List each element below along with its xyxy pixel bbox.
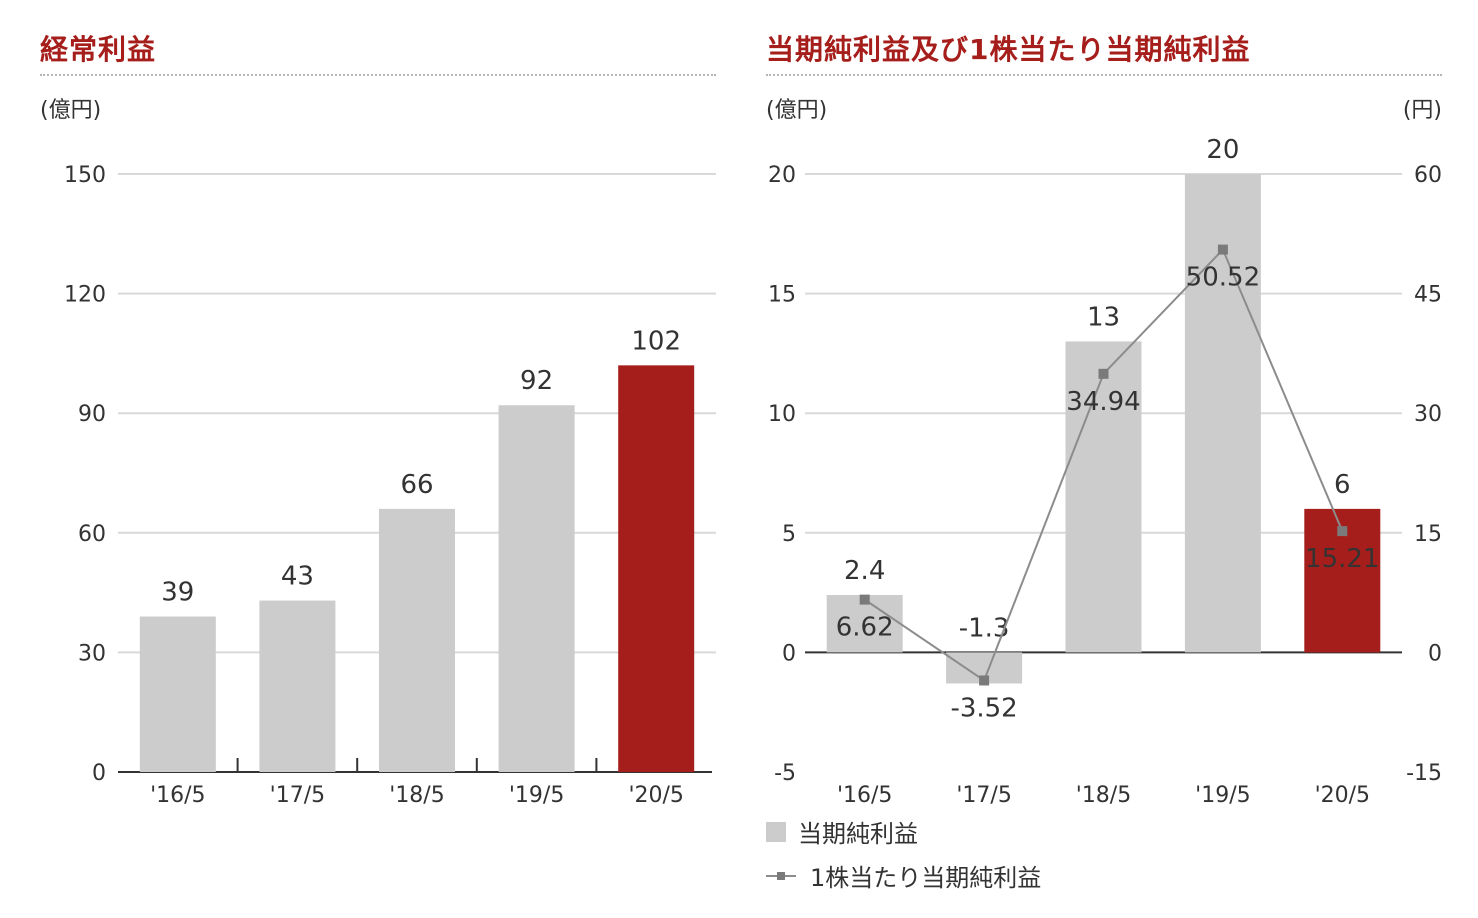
bar xyxy=(618,365,695,772)
y-right-tick-label: 30 xyxy=(1414,402,1442,427)
title-divider xyxy=(766,74,1442,76)
chart-title: 当期純利益及び1株当たり当期純利益 xyxy=(766,33,1251,66)
bar xyxy=(139,616,216,772)
legend-item-eps: 1株当たり当期純利益 xyxy=(766,858,1041,893)
eps-data-label: 15.21 xyxy=(1305,544,1379,574)
eps-marker xyxy=(1337,526,1348,537)
legend-line-marker-icon xyxy=(766,866,796,886)
y-right-tick-label: 60 xyxy=(1414,163,1442,188)
y-axis-unit-label: (億円) xyxy=(40,98,102,123)
y-left-tick-label: -5 xyxy=(774,761,796,786)
y-left-tick-label: 10 xyxy=(768,402,796,427)
bar xyxy=(1065,341,1142,653)
x-tick-label: '18/5 xyxy=(1076,783,1131,808)
x-tick-label: '16/5 xyxy=(150,783,205,808)
legend-bar-swatch xyxy=(766,821,786,842)
bar-data-label: 13 xyxy=(1087,302,1120,332)
eps-data-label: -3.52 xyxy=(950,693,1017,723)
eps-data-label: 34.94 xyxy=(1066,387,1140,417)
x-tick-label: '19/5 xyxy=(1195,783,1250,808)
eps-marker xyxy=(1098,368,1109,379)
x-tick-label: '17/5 xyxy=(956,783,1011,808)
y-right-tick-label: -15 xyxy=(1406,761,1442,786)
x-tick-label: '18/5 xyxy=(389,783,444,808)
title-divider xyxy=(40,74,716,76)
eps-data-label: 6.62 xyxy=(836,613,894,643)
bar-data-label: -1.3 xyxy=(959,613,1010,643)
legend-label: 1株当たり当期純利益 xyxy=(810,864,1042,892)
eps-marker xyxy=(859,594,870,605)
y-left-tick-label: 15 xyxy=(768,283,796,308)
y-left-tick-label: 20 xyxy=(768,163,796,188)
eps-marker xyxy=(1217,244,1228,255)
data-label: 43 xyxy=(281,562,314,592)
bar xyxy=(498,405,575,772)
y-tick-label: 60 xyxy=(78,522,106,547)
bar-data-label: 2.4 xyxy=(844,556,885,586)
y-tick-label: 0 xyxy=(92,761,106,786)
y-right-tick-label: 15 xyxy=(1414,522,1442,547)
legend-item-net-income: 当期純利益 xyxy=(766,814,918,849)
bar xyxy=(379,508,455,772)
x-tick-label: '20/5 xyxy=(628,783,683,808)
data-label: 102 xyxy=(631,326,681,356)
x-tick-label: '20/5 xyxy=(1315,783,1370,808)
y-tick-label: 90 xyxy=(78,402,106,427)
chart-panel-net-income: 当期純利益及び1株当たり当期純利益 (億円) (円) xyxy=(766,0,1442,918)
data-label: 92 xyxy=(520,366,553,396)
y-axis-right-unit-label: (円) xyxy=(1402,98,1442,123)
x-tick-label: '17/5 xyxy=(270,783,325,808)
eps-marker xyxy=(979,675,990,686)
eps-data-label: 50.52 xyxy=(1186,263,1260,293)
bar-data-label: 20 xyxy=(1206,135,1239,165)
x-tick-label: '16/5 xyxy=(837,783,892,808)
y-right-tick-label: 0 xyxy=(1428,641,1442,666)
y-tick-label: 120 xyxy=(64,283,106,308)
chart-panel-ordinary-profit: 経常利益 (億円) xyxy=(40,0,716,918)
y-right-tick-label: 45 xyxy=(1414,283,1442,308)
y-left-tick-label: 5 xyxy=(782,522,796,547)
bar-data-label: 6 xyxy=(1334,470,1351,500)
data-label: 39 xyxy=(161,578,194,608)
legend-label: 当期純利益 xyxy=(798,820,918,848)
x-tick-label: '19/5 xyxy=(509,783,564,808)
chart-title: 経常利益 xyxy=(40,33,157,66)
y-tick-label: 30 xyxy=(78,641,106,666)
y-left-tick-label: 0 xyxy=(782,641,796,666)
bar xyxy=(259,600,336,772)
y-axis-left-unit-label: (億円) xyxy=(766,98,828,123)
data-label: 66 xyxy=(400,470,433,500)
y-tick-label: 150 xyxy=(64,163,106,188)
